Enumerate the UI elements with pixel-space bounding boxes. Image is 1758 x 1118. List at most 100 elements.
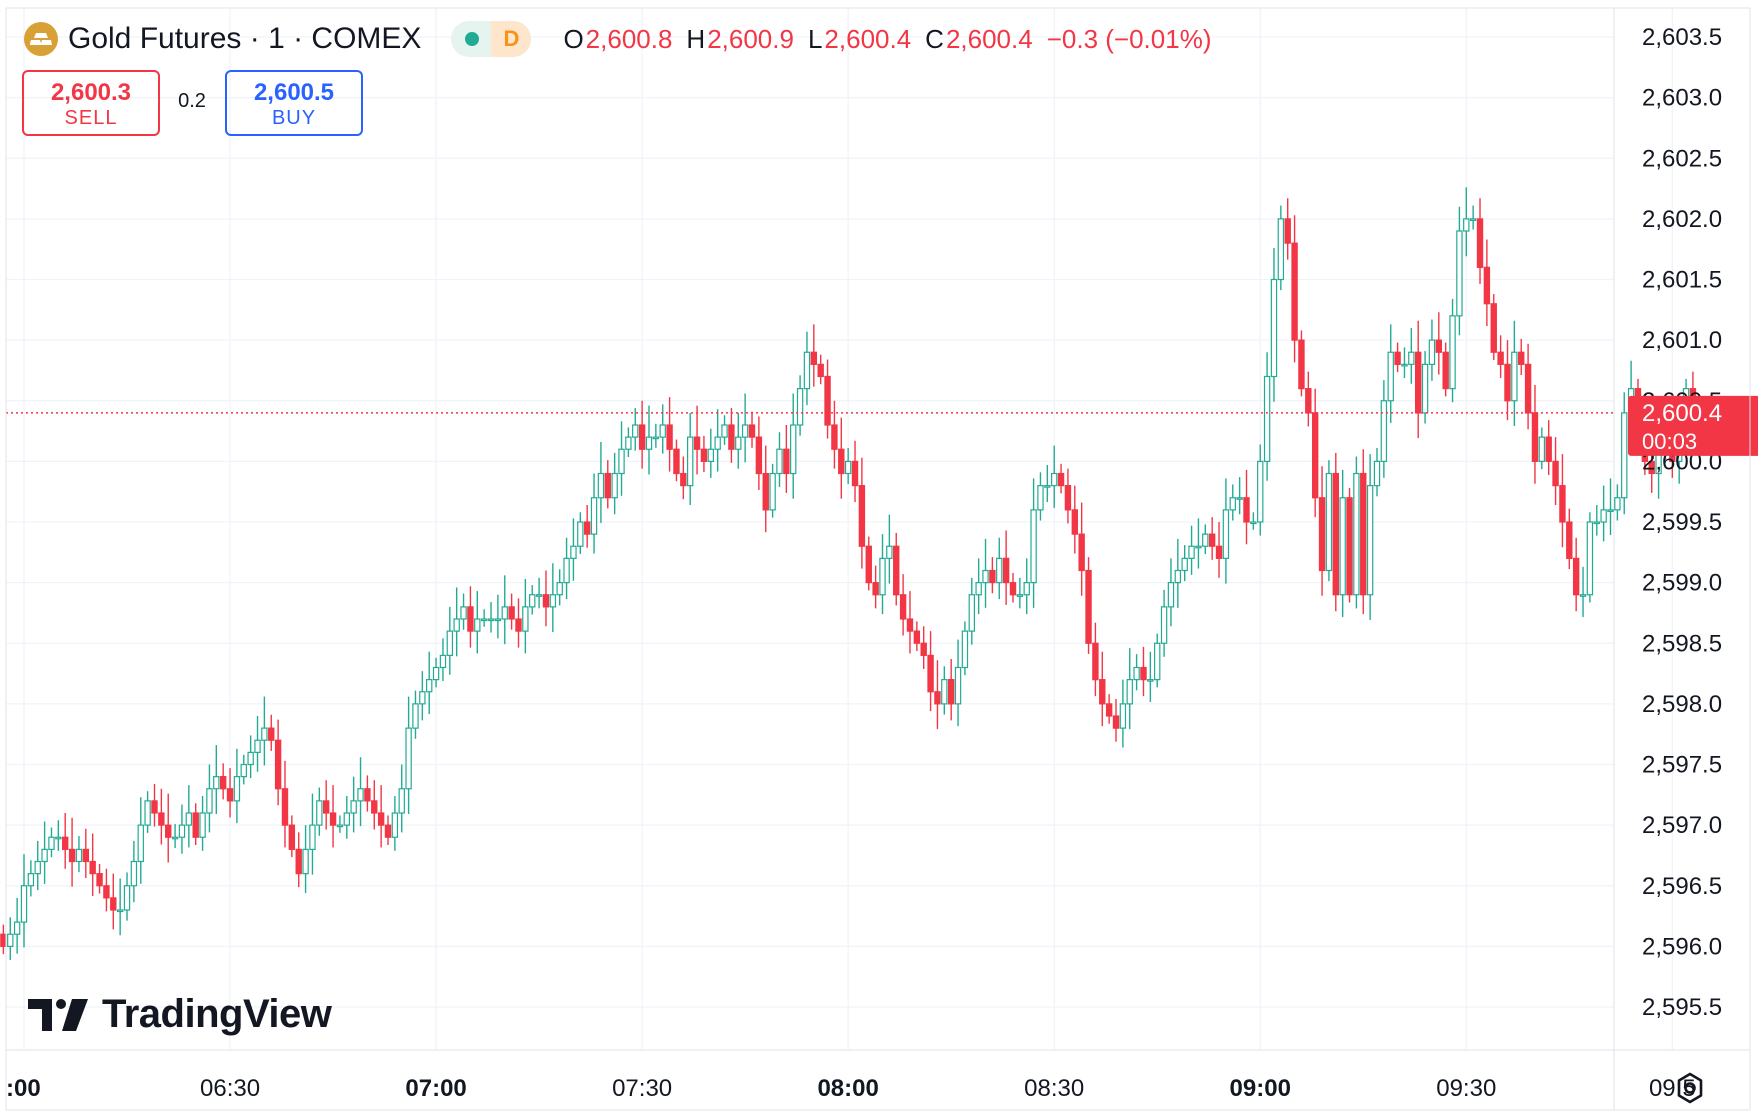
candle: [460, 593, 467, 630]
candle: [1154, 633, 1161, 688]
market-status-pill[interactable]: D: [451, 21, 532, 57]
settings-gear-icon[interactable]: [1672, 1070, 1708, 1106]
candle-body: [872, 582, 879, 596]
candle-body: [123, 885, 131, 911]
candle: [625, 427, 632, 458]
candle: [398, 764, 405, 833]
candle-body: [954, 666, 962, 705]
candle: [1078, 502, 1085, 596]
candle-body: [62, 836, 69, 850]
candle-body: [803, 351, 811, 390]
last-price-box: [1628, 395, 1758, 456]
time-tick-label: 07:00: [405, 1075, 466, 1102]
time-tick-label: 09:00: [1230, 1075, 1291, 1102]
candle-body: [604, 472, 611, 499]
candle-body: [130, 860, 138, 887]
candle: [1167, 558, 1175, 627]
candle: [590, 473, 598, 554]
candle: [1202, 524, 1209, 555]
candle: [906, 591, 914, 654]
candle: [1250, 512, 1257, 530]
candle-body: [1483, 266, 1491, 305]
candle-body: [611, 472, 618, 499]
candle: [1483, 239, 1491, 327]
candle-body: [570, 545, 577, 559]
candle: [439, 638, 447, 682]
candle: [934, 660, 941, 730]
candle-body: [686, 436, 694, 487]
candle: [1511, 320, 1518, 426]
candle: [350, 776, 357, 833]
candle: [748, 411, 756, 448]
candle: [947, 659, 955, 721]
buy-button[interactable]: 2,600.5 BUY: [225, 70, 363, 136]
candle: [1147, 651, 1154, 702]
candle-body: [274, 739, 282, 790]
candle: [535, 577, 543, 609]
ohlc-values: O 2,600.8 H 2,600.9 L 2,600.4 C 2,600.4 −0.3 (−0…: [563, 24, 1225, 55]
candle: [1531, 384, 1539, 484]
candle-body: [364, 788, 371, 802]
candle-body: [89, 860, 96, 875]
candle-body: [1463, 218, 1470, 232]
candle-body: [219, 776, 227, 790]
candle-body: [535, 594, 543, 597]
time-axis[interactable]: :00 06:30 07:00 07:30 08:00 08:30 09:00 09:30 09…: [6, 1075, 1696, 1102]
ohlc-value: 2,600.4: [824, 23, 912, 54]
candle: [721, 415, 728, 445]
candle-body: [1332, 472, 1339, 596]
candle: [206, 764, 213, 833]
candle-body: [1360, 472, 1367, 596]
candle-body: [1490, 303, 1497, 353]
candle: [1401, 347, 1408, 378]
candle: [254, 716, 261, 772]
tradingview-logo[interactable]: TradingView: [28, 992, 332, 1037]
candle: [1298, 330, 1305, 397]
candle: [652, 423, 660, 448]
price-tick-label: 2,599.5: [1642, 509, 1722, 536]
candle: [1277, 205, 1285, 291]
candle-body: [96, 873, 103, 887]
candle-body: [192, 812, 199, 838]
price-tick-label: 2,601.0: [1642, 327, 1722, 354]
candle: [1119, 679, 1127, 748]
candle-body: [563, 557, 570, 584]
candle-body: [879, 557, 886, 596]
candle-body: [618, 448, 625, 475]
candle-body: [659, 424, 666, 438]
candle-body: [556, 582, 563, 596]
candle: [1518, 338, 1525, 376]
candle-body: [336, 824, 344, 828]
candle: [1614, 484, 1621, 521]
candle: [130, 840, 138, 903]
candle: [364, 775, 371, 812]
candle: [371, 780, 378, 830]
candle: [1270, 247, 1278, 402]
candle: [1064, 468, 1072, 524]
candle: [762, 445, 769, 533]
symbol-title[interactable]: Gold Futures · 1 · COMEX: [68, 22, 422, 55]
price-axis[interactable]: 2,603.5 2,603.0 2,602.5 2,602.0 2,601.5 2,601…: [1642, 24, 1722, 1021]
price-tick-label: 2,597.5: [1642, 752, 1722, 779]
candle-body: [34, 860, 41, 875]
candle: [137, 797, 144, 884]
candle-body: [1524, 363, 1532, 414]
sell-button[interactable]: 2,600.3 SELL: [22, 70, 160, 136]
candle-body: [1518, 351, 1525, 365]
candle: [1415, 320, 1422, 439]
candle-body: [453, 618, 460, 632]
candle-body: [48, 836, 55, 850]
candle-body: [1401, 363, 1408, 367]
candle-body: [700, 448, 708, 462]
candle: [1538, 427, 1546, 470]
price-tick-label: 2,601.5: [1642, 267, 1722, 294]
price-tick-label: 2,595.5: [1642, 994, 1722, 1021]
candle-body: [886, 545, 893, 559]
candle-body: [1394, 351, 1401, 365]
candle-body: [982, 569, 989, 584]
candle: [1291, 215, 1298, 363]
candle: [879, 534, 886, 615]
candle-body: [927, 654, 934, 693]
candle-body: [309, 824, 316, 850]
